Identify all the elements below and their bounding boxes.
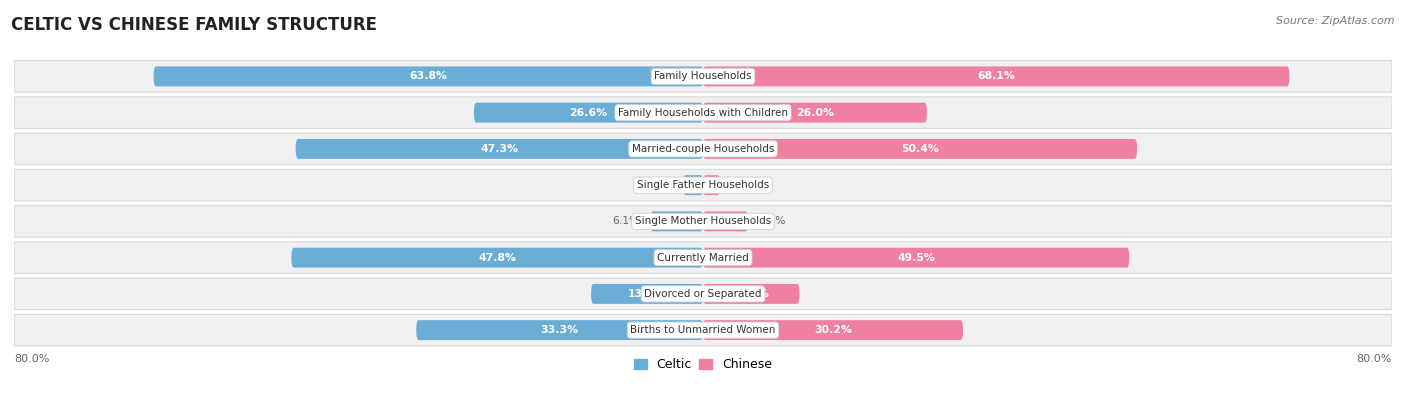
FancyBboxPatch shape — [703, 284, 800, 304]
FancyBboxPatch shape — [703, 139, 1137, 159]
Text: 26.6%: 26.6% — [569, 108, 607, 118]
FancyBboxPatch shape — [153, 66, 703, 87]
Text: Single Mother Households: Single Mother Households — [636, 216, 770, 226]
Text: 63.8%: 63.8% — [409, 71, 447, 81]
Text: Married-couple Households: Married-couple Households — [631, 144, 775, 154]
FancyBboxPatch shape — [14, 97, 1392, 128]
FancyBboxPatch shape — [651, 211, 703, 231]
Text: Currently Married: Currently Married — [657, 253, 749, 263]
FancyBboxPatch shape — [14, 133, 1392, 165]
Text: Source: ZipAtlas.com: Source: ZipAtlas.com — [1277, 16, 1395, 26]
Text: 49.5%: 49.5% — [897, 253, 935, 263]
FancyBboxPatch shape — [703, 103, 927, 122]
Text: Divorced or Separated: Divorced or Separated — [644, 289, 762, 299]
Text: 68.1%: 68.1% — [977, 71, 1015, 81]
FancyBboxPatch shape — [14, 206, 1392, 237]
FancyBboxPatch shape — [14, 242, 1392, 273]
FancyBboxPatch shape — [703, 66, 1289, 87]
Text: 80.0%: 80.0% — [1357, 354, 1392, 364]
Text: 33.3%: 33.3% — [540, 325, 579, 335]
Text: Births to Unmarried Women: Births to Unmarried Women — [630, 325, 776, 335]
Text: 11.2%: 11.2% — [733, 289, 770, 299]
Text: 13.0%: 13.0% — [628, 289, 666, 299]
Legend: Celtic, Chinese: Celtic, Chinese — [631, 356, 775, 374]
Text: 47.8%: 47.8% — [478, 253, 516, 263]
Text: 26.0%: 26.0% — [796, 108, 834, 118]
FancyBboxPatch shape — [416, 320, 703, 340]
FancyBboxPatch shape — [295, 139, 703, 159]
FancyBboxPatch shape — [14, 60, 1392, 92]
Text: 50.4%: 50.4% — [901, 144, 939, 154]
FancyBboxPatch shape — [703, 248, 1129, 267]
Text: Family Households: Family Households — [654, 71, 752, 81]
FancyBboxPatch shape — [703, 320, 963, 340]
FancyBboxPatch shape — [474, 103, 703, 122]
Text: 47.3%: 47.3% — [481, 144, 519, 154]
FancyBboxPatch shape — [683, 175, 703, 195]
Text: Family Households with Children: Family Households with Children — [619, 108, 787, 118]
FancyBboxPatch shape — [291, 248, 703, 267]
FancyBboxPatch shape — [703, 211, 748, 231]
FancyBboxPatch shape — [14, 278, 1392, 310]
Text: 2.3%: 2.3% — [645, 180, 673, 190]
Text: 2.0%: 2.0% — [731, 180, 758, 190]
FancyBboxPatch shape — [591, 284, 703, 304]
Text: 5.2%: 5.2% — [758, 216, 786, 226]
Text: 30.2%: 30.2% — [814, 325, 852, 335]
FancyBboxPatch shape — [14, 314, 1392, 346]
Text: 80.0%: 80.0% — [14, 354, 49, 364]
Text: 6.1%: 6.1% — [613, 216, 640, 226]
Text: Single Father Households: Single Father Households — [637, 180, 769, 190]
FancyBboxPatch shape — [703, 175, 720, 195]
Text: CELTIC VS CHINESE FAMILY STRUCTURE: CELTIC VS CHINESE FAMILY STRUCTURE — [11, 16, 377, 34]
FancyBboxPatch shape — [14, 169, 1392, 201]
